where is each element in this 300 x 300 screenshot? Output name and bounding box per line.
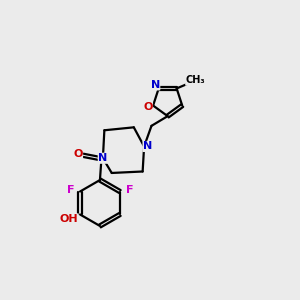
Text: O: O (73, 149, 83, 159)
Text: O: O (143, 102, 152, 112)
Text: OH: OH (60, 214, 78, 224)
Text: CH₃: CH₃ (186, 75, 205, 85)
Text: F: F (125, 185, 133, 195)
Text: F: F (67, 185, 74, 195)
Text: N: N (143, 142, 152, 152)
Text: N: N (98, 153, 107, 163)
Text: N: N (151, 80, 160, 90)
